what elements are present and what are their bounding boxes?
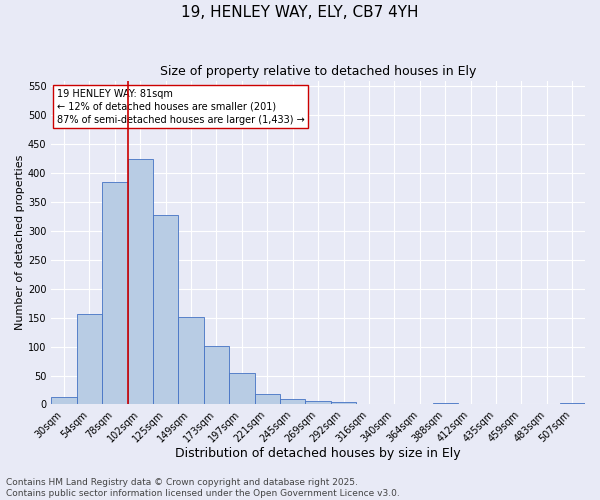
Text: 19 HENLEY WAY: 81sqm
← 12% of detached houses are smaller (201)
87% of semi-deta: 19 HENLEY WAY: 81sqm ← 12% of detached h…	[56, 88, 304, 125]
Bar	[229, 372, 254, 404]
Bar	[51, 397, 77, 404]
Text: Contains HM Land Registry data © Crown copyright and database right 2025.
Contai: Contains HM Land Registry data © Crown c…	[6, 478, 400, 498]
Bar	[204, 346, 229, 405]
Bar	[102, 182, 128, 404]
Bar	[153, 214, 178, 404]
Y-axis label: Number of detached properties: Number of detached properties	[15, 155, 25, 330]
Bar	[280, 398, 305, 404]
X-axis label: Distribution of detached houses by size in Ely: Distribution of detached houses by size …	[175, 447, 461, 460]
Bar	[178, 316, 204, 404]
Bar	[128, 158, 153, 404]
Title: Size of property relative to detached houses in Ely: Size of property relative to detached ho…	[160, 65, 476, 78]
Bar	[254, 394, 280, 404]
Bar	[77, 314, 102, 404]
Bar	[305, 401, 331, 404]
Bar	[331, 402, 356, 404]
Text: 19, HENLEY WAY, ELY, CB7 4YH: 19, HENLEY WAY, ELY, CB7 4YH	[181, 5, 419, 20]
